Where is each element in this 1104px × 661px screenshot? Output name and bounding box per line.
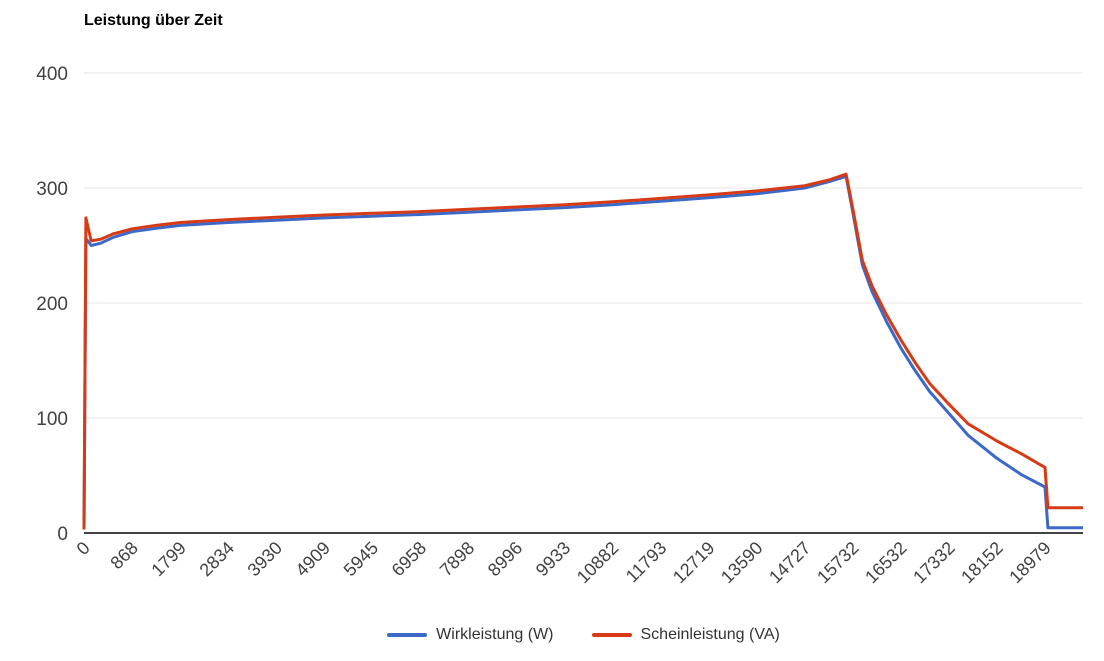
chart-title: Leistung über Zeit — [84, 12, 223, 29]
x-axis-tick-label: 5945 — [340, 538, 382, 580]
legend: Wirkleistung (W) Scheinleistung (VA) — [84, 626, 1083, 644]
x-axis-tick-label: 14727 — [765, 538, 815, 588]
legend-line-swatch — [387, 633, 428, 637]
legend-item[interactable]: Scheinleistung (VA) — [591, 626, 780, 644]
x-axis-tick-label: 7898 — [436, 538, 478, 580]
x-axis-tick-label: 18979 — [1005, 538, 1055, 588]
x-axis-tick-label: 15732 — [813, 538, 863, 588]
y-axis-tick-label: 400 — [36, 64, 68, 85]
x-axis-tick-label: 0 — [73, 538, 94, 559]
y-axis-tick-label: 300 — [36, 179, 68, 200]
x-axis-tick-label: 868 — [106, 538, 141, 573]
x-axis-tick-label: 13590 — [717, 538, 767, 588]
x-axis-tick-label: 18152 — [957, 538, 1007, 588]
x-axis-tick-label: 3930 — [244, 538, 286, 580]
x-axis-tick-label: 8996 — [484, 538, 526, 580]
x-axis-tick-label: 2834 — [196, 538, 238, 580]
legend-label: Scheinleistung (VA) — [640, 626, 780, 643]
series-line-wirkleistung-w[interactable] — [82, 175, 1083, 530]
x-axis-tick-label: 11793 — [622, 538, 671, 587]
x-axis-tick-label: 1799 — [147, 538, 189, 580]
x-axis-tick-label: 6958 — [388, 538, 430, 580]
x-axis-tick-label: 12719 — [669, 538, 719, 588]
legend-item[interactable]: Wirkleistung (W) — [387, 626, 554, 644]
y-axis-tick-label: 200 — [36, 294, 68, 315]
x-axis-tick-label: 17332 — [909, 538, 959, 588]
x-axis-tick-label: 9933 — [532, 538, 574, 580]
series-line-scheinleistung-va[interactable] — [82, 172, 1083, 530]
x-axis-tick-label: 4909 — [292, 538, 334, 580]
legend-label: Wirkleistung (W) — [436, 626, 554, 643]
legend-line-swatch — [591, 633, 632, 637]
y-axis-tick-label: 0 — [57, 524, 68, 545]
x-axis-tick-label: 16532 — [861, 538, 911, 588]
y-axis-tick-label: 100 — [36, 409, 68, 430]
x-axis-tick-label: 10882 — [573, 538, 623, 588]
